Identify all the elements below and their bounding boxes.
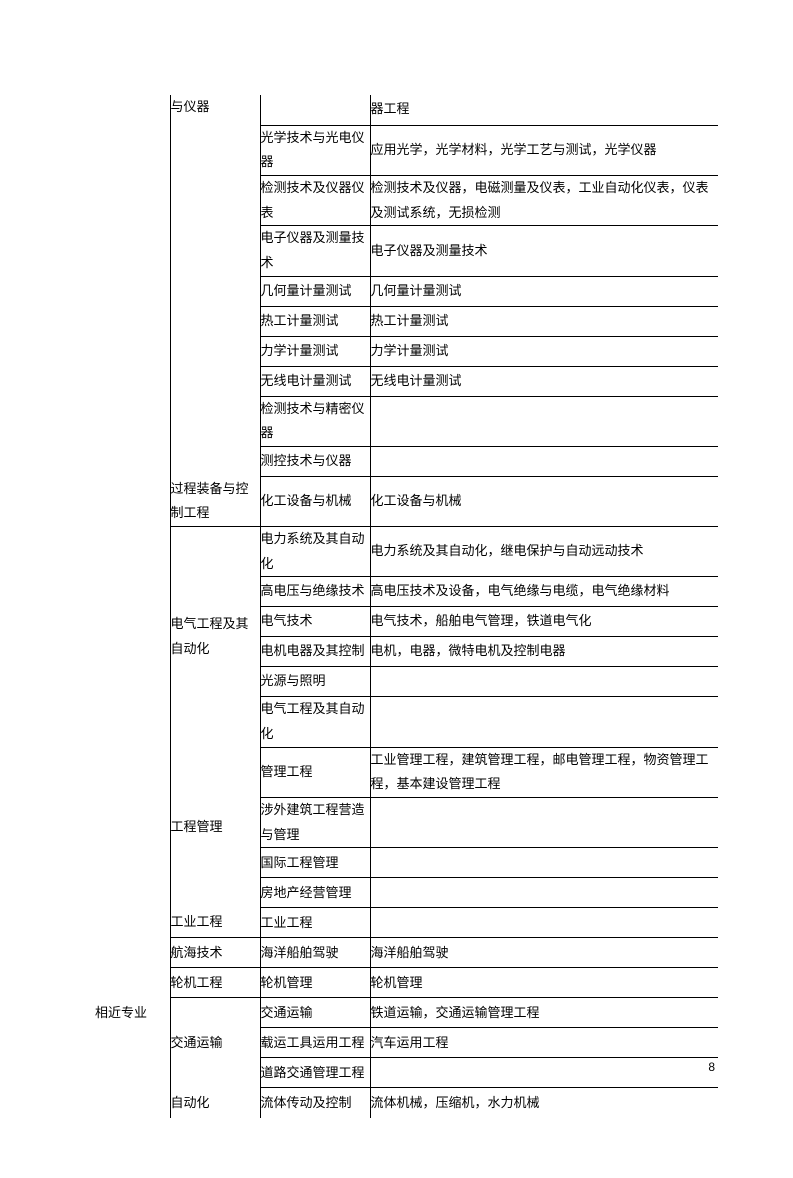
col-c-cell	[260, 95, 370, 125]
col-c-cell: 载运工具运用工程	[260, 1028, 370, 1058]
col-d-cell: 汽车运用工程	[370, 1028, 718, 1058]
col-b-cell: 与仪器	[170, 95, 260, 477]
table-row: 轮机工程 轮机管理 轮机管理	[95, 968, 718, 998]
col-d-cell: 器工程	[370, 95, 718, 125]
col-a-cell	[95, 95, 170, 908]
col-d-cell: 无线电计量测试	[370, 366, 718, 396]
col-d-cell: 应用光学，光学材料，光学工艺与测试，光学仪器	[370, 125, 718, 175]
col-c-cell: 光学技术与光电仪器	[260, 125, 370, 175]
page-number: 8	[708, 1060, 715, 1074]
col-b-cell: 交通运输	[170, 998, 260, 1088]
table-row: 航海技术 海洋船舶驾驶 海洋船舶驾驶	[95, 938, 718, 968]
col-c-cell: 管理工程	[260, 747, 370, 797]
col-d-cell: 电力系统及其自动化，继电保护与自动远动技术	[370, 526, 718, 576]
col-c-cell: 道路交通管理工程	[260, 1058, 370, 1088]
col-b-cell: 过程装备与控制工程	[170, 477, 260, 527]
col-d-cell	[370, 1058, 718, 1088]
col-d-cell	[370, 697, 718, 747]
table-row: 电气工程及其自动化 电力系统及其自动化 电力系统及其自动化，继电保护与自动远动技…	[95, 526, 718, 576]
document-page: 与仪器 器工程 光学技术与光电仪器 应用光学，光学材料，光学工艺与测试，光学仪器…	[0, 0, 793, 1178]
col-b-cell: 工业工程	[170, 908, 260, 938]
col-d-cell: 电机，电器，微特电机及控制电器	[370, 637, 718, 667]
col-c-cell: 海洋船舶驾驶	[260, 938, 370, 968]
col-c-cell: 测控技术与仪器	[260, 447, 370, 477]
col-c-cell: 检测技术与精密仪器	[260, 396, 370, 446]
col-d-cell: 高电压技术及设备，电气绝缘与电缆，电气绝缘材料	[370, 577, 718, 607]
col-c-cell: 电力系统及其自动化	[260, 526, 370, 576]
col-d-cell	[370, 447, 718, 477]
table-row: 自动化 流体传动及控制 流体机械，压缩机，水力机械	[95, 1088, 718, 1118]
col-c-cell: 高电压与绝缘技术	[260, 577, 370, 607]
col-d-cell	[370, 878, 718, 908]
table-row: 过程装备与控制工程 化工设备与机械 化工设备与机械	[95, 477, 718, 527]
col-d-cell: 化工设备与机械	[370, 477, 718, 527]
col-d-cell: 轮机管理	[370, 968, 718, 998]
col-c-cell: 房地产经营管理	[260, 878, 370, 908]
col-d-cell: 几何量计量测试	[370, 276, 718, 306]
col-c-cell: 力学计量测试	[260, 336, 370, 366]
col-d-cell: 电子仪器及测量技术	[370, 226, 718, 276]
col-c-cell: 电机电器及其控制	[260, 637, 370, 667]
table-row: 交通运输 交通运输 铁道运输，交通运输管理工程	[95, 998, 718, 1028]
col-c-cell: 涉外建筑工程营造与管理	[260, 798, 370, 848]
col-c-cell: 热工计量测试	[260, 306, 370, 336]
col-c-cell: 轮机管理	[260, 968, 370, 998]
table-row: 与仪器 器工程	[95, 95, 718, 125]
col-c-cell: 电气技术	[260, 607, 370, 637]
col-d-cell: 铁道运输，交通运输管理工程	[370, 998, 718, 1028]
col-b-cell: 工程管理	[170, 747, 260, 908]
col-b-cell: 电气工程及其自动化	[170, 526, 260, 747]
col-c-cell: 光源与照明	[260, 667, 370, 697]
specialty-table: 与仪器 器工程 光学技术与光电仪器 应用光学，光学材料，光学工艺与测试，光学仪器…	[95, 95, 718, 1118]
col-c-cell: 电子仪器及测量技术	[260, 226, 370, 276]
col-d-cell: 热工计量测试	[370, 306, 718, 336]
table-row: 相近专业 工业工程 工业工程	[95, 908, 718, 938]
col-d-cell: 工业管理工程，建筑管理工程，邮电管理工程，物资管理工程，基本建设管理工程	[370, 747, 718, 797]
col-c-cell: 无线电计量测试	[260, 366, 370, 396]
col-d-cell	[370, 667, 718, 697]
col-b-cell: 航海技术	[170, 938, 260, 968]
col-d-cell	[370, 798, 718, 848]
col-d-cell: 检测技术及仪器，电磁测量及仪表，工业自动化仪表，仪表及测试系统，无损检测	[370, 175, 718, 225]
col-d-cell: 力学计量测试	[370, 336, 718, 366]
col-d-cell	[370, 908, 718, 938]
col-c-cell: 交通运输	[260, 998, 370, 1028]
col-c-cell: 几何量计量测试	[260, 276, 370, 306]
col-d-cell: 海洋船舶驾驶	[370, 938, 718, 968]
table-row: 工程管理 管理工程 工业管理工程，建筑管理工程，邮电管理工程，物资管理工程，基本…	[95, 747, 718, 797]
col-b-cell: 轮机工程	[170, 968, 260, 998]
col-c-cell: 流体传动及控制	[260, 1088, 370, 1118]
col-d-cell	[370, 848, 718, 878]
col-d-cell: 流体机械，压缩机，水力机械	[370, 1088, 718, 1118]
col-c-cell: 检测技术及仪器仪表	[260, 175, 370, 225]
col-c-cell: 化工设备与机械	[260, 477, 370, 527]
col-a-cell: 相近专业	[95, 908, 170, 1118]
col-d-cell: 电气技术，船舶电气管理，铁道电气化	[370, 607, 718, 637]
col-c-cell: 电气工程及其自动化	[260, 697, 370, 747]
col-c-cell: 国际工程管理	[260, 848, 370, 878]
col-d-cell	[370, 396, 718, 446]
col-b-cell: 自动化	[170, 1088, 260, 1118]
col-c-cell: 工业工程	[260, 908, 370, 938]
